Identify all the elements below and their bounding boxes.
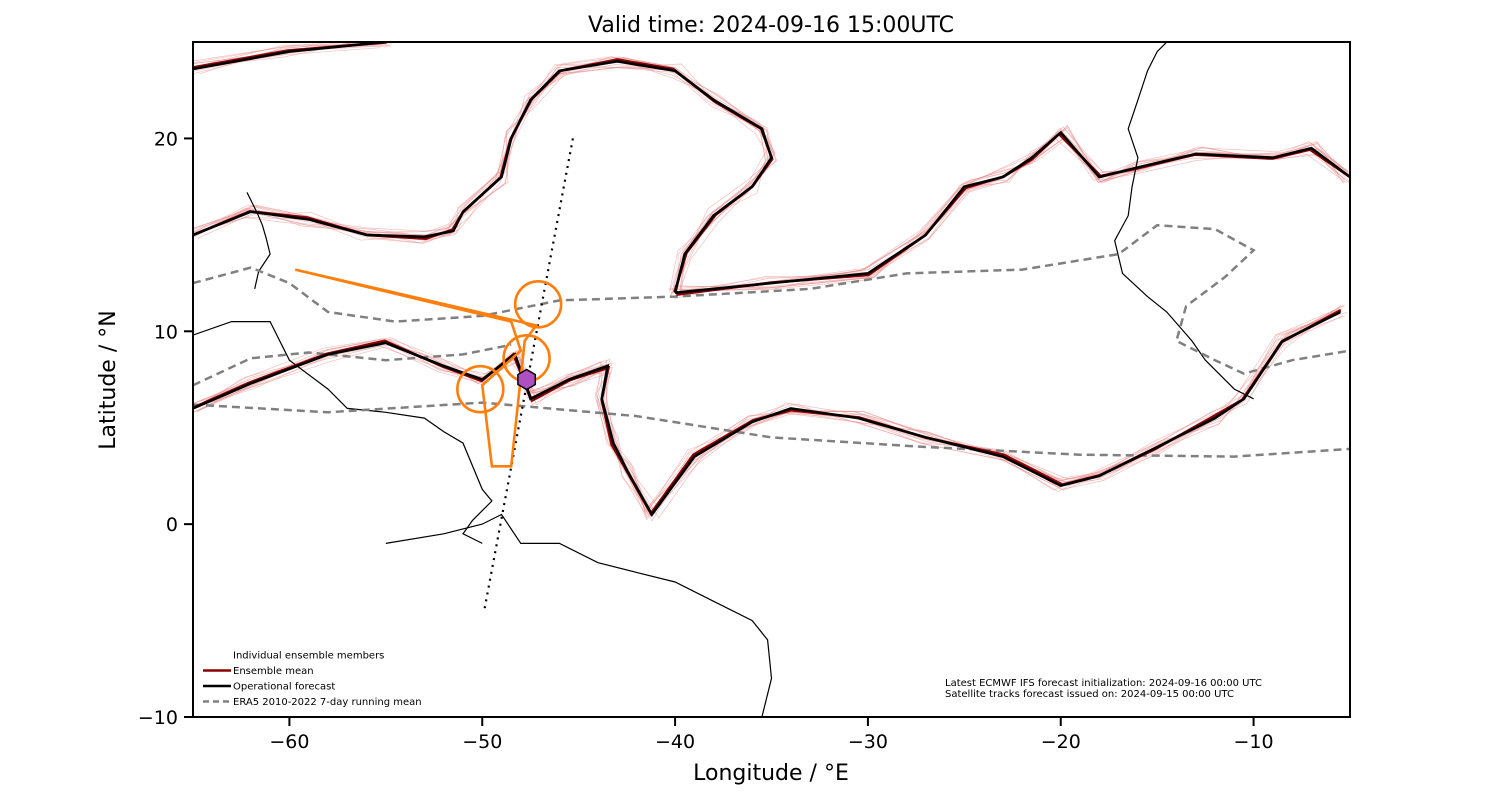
ensemble-member-line [674, 138, 1348, 299]
ensemble-member-line [193, 304, 1344, 510]
climatology-contour [193, 401, 1350, 458]
legend-label: Operational forecast [233, 682, 335, 693]
operational-contour [674, 130, 1350, 294]
y-tick-label: 0 [166, 514, 178, 536]
x-tick-label: −50 [462, 731, 502, 753]
x-axis-label: Longitude / °E [693, 761, 849, 786]
x-tick-label: −20 [1041, 731, 1081, 753]
ensemble-member-line [193, 315, 1335, 509]
y-tick-label: −10 [138, 707, 178, 729]
x-tick-label: −10 [1234, 731, 1274, 753]
flight-circle [513, 279, 563, 329]
position-marker [517, 368, 537, 391]
ensemble-member-line [671, 138, 1349, 297]
climatology-contour [193, 343, 512, 387]
operational-contour [193, 42, 386, 71]
ensemble-member-line [193, 64, 772, 297]
legend-label: Individual ensemble members [233, 651, 384, 662]
legend: Individual ensemble members Ensemble mean… [203, 651, 422, 708]
flight-tracks [294, 138, 574, 612]
ensemble-mean-contour [193, 58, 774, 293]
flight-circle [456, 364, 505, 414]
operational-contours [193, 42, 1350, 517]
ensemble-member-line [193, 308, 1341, 519]
x-axis-ticks: −60 −50 −40 −30 −20 −10 [269, 717, 1274, 753]
ensemble-member-line [673, 127, 1350, 288]
climatology-contours [193, 223, 1350, 458]
y-axis-label: Latitude / °N [96, 310, 121, 449]
x-tick-label: −60 [269, 731, 309, 753]
ensemble-member-line [193, 56, 766, 287]
ensemble-member-line [193, 308, 1338, 515]
satellite-track [483, 138, 574, 612]
legend-label: ERA5 2010-2022 7-day running mean [233, 697, 422, 708]
tracks-note: Satellite tracks forecast issued on: 202… [945, 689, 1234, 700]
ensemble-member-line [196, 308, 1339, 509]
coastline [1114, 42, 1254, 400]
coastlines [193, 42, 1254, 717]
ensemble-member-line [193, 61, 778, 289]
coastline [246, 192, 271, 290]
climatology-contour [193, 223, 1350, 376]
ensemble-member-line [197, 56, 766, 294]
x-tick-label: −30 [848, 731, 888, 753]
operational-contour [193, 59, 773, 294]
ensemble-member-line [199, 63, 776, 297]
ensemble-member-line [193, 56, 774, 296]
plot-frame [192, 41, 1351, 718]
y-tick-label: 10 [154, 321, 178, 343]
coastline [193, 321, 493, 544]
chart-title: Valid time: 2024-09-16 15:00UTC [588, 13, 954, 38]
y-tick-label: 20 [154, 128, 178, 150]
operational-contour [193, 310, 1341, 517]
init-note: Latest ECMWF IFS forecast initialization… [945, 678, 1262, 689]
y-axis-ticks: 20 10 0 −10 [138, 128, 193, 729]
coastline [385, 513, 773, 717]
ensemble-member-line [679, 126, 1350, 290]
ensemble-member-line [197, 312, 1340, 522]
ensemble-member-line [193, 57, 771, 293]
ensemble-mean-contour [193, 309, 1342, 517]
x-tick-label: −40 [655, 731, 695, 753]
legend-label: Ensemble mean [233, 666, 314, 677]
ensemble-member-line [193, 305, 1346, 518]
ensemble-member-line [193, 67, 776, 291]
ensemble-members [193, 42, 1350, 522]
flight-track [294, 268, 539, 468]
